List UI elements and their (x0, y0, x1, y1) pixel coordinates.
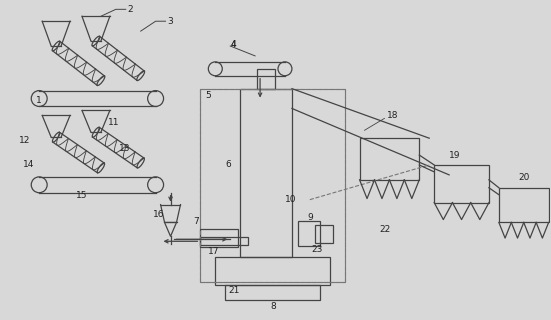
Text: 4: 4 (230, 39, 236, 49)
Text: 11: 11 (108, 118, 120, 127)
Bar (201, 229, 238, 247)
Text: 7: 7 (193, 217, 199, 226)
Text: 21: 21 (228, 286, 240, 295)
Text: 2: 2 (128, 5, 133, 14)
Text: 13: 13 (119, 144, 130, 153)
Text: 17: 17 (208, 247, 220, 256)
Bar (499, 188, 549, 222)
Text: 10: 10 (285, 195, 296, 204)
Text: 3: 3 (168, 17, 174, 26)
Text: 22: 22 (380, 225, 391, 234)
Text: 20: 20 (519, 173, 530, 182)
Text: 6: 6 (225, 160, 231, 170)
Text: 23: 23 (312, 245, 323, 254)
Bar (257, 69, 275, 89)
Text: 4: 4 (230, 39, 236, 49)
Bar (225, 285, 320, 300)
Text: 16: 16 (153, 210, 164, 219)
Text: 12: 12 (19, 136, 31, 145)
Bar (240, 89, 292, 257)
Text: 8: 8 (270, 302, 276, 311)
Text: 1: 1 (36, 96, 42, 105)
Bar (201, 89, 344, 282)
Text: 14: 14 (23, 160, 35, 170)
Bar (360, 138, 419, 180)
Text: 18: 18 (387, 111, 399, 120)
Text: 19: 19 (449, 150, 461, 160)
Bar (215, 257, 329, 285)
Bar (434, 165, 489, 203)
Text: 9: 9 (308, 213, 314, 222)
Bar (298, 221, 320, 246)
Text: 5: 5 (206, 91, 211, 100)
Bar (201, 237, 248, 245)
Bar (315, 225, 333, 243)
Text: 15: 15 (76, 191, 88, 200)
